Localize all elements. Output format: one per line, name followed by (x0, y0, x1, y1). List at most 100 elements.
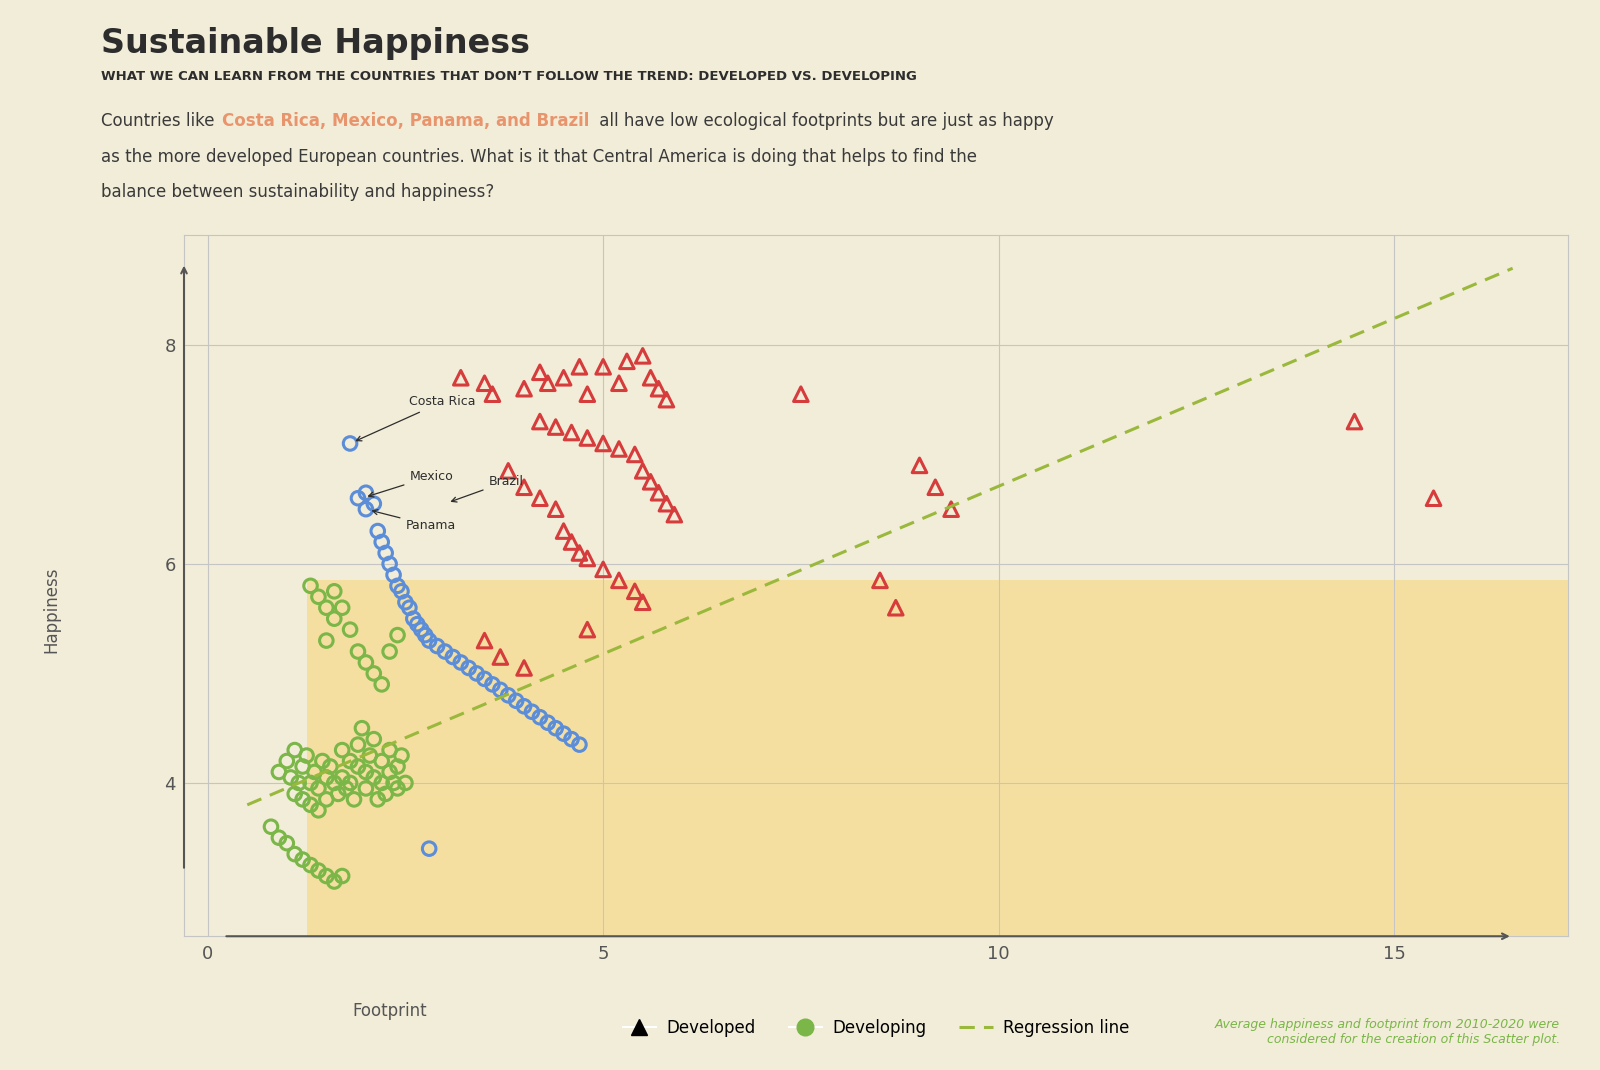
Point (654, 495, 680, 513)
Point (938, 501, 963, 518)
Point (370, 775, 395, 792)
Point (373, 545, 398, 562)
Point (534, 714, 560, 731)
Point (405, 615, 430, 632)
Point (354, 780, 379, 797)
Point (346, 736, 371, 753)
Point (362, 664, 387, 682)
Point (518, 703, 544, 720)
Point (400, 610, 426, 627)
Point (424, 638, 450, 655)
Text: all have low ecological footprints but are just as happy: all have low ecological footprints but a… (594, 112, 1053, 131)
Point (590, 434, 616, 452)
Point (542, 501, 568, 518)
Point (416, 840, 442, 857)
Point (550, 369, 576, 386)
Point (314, 868, 339, 885)
Point (290, 791, 315, 808)
Point (362, 731, 387, 748)
Point (566, 358, 592, 376)
Point (322, 610, 347, 627)
Point (646, 485, 672, 502)
Point (306, 801, 331, 819)
Point (306, 780, 331, 797)
Point (357, 747, 382, 764)
Point (574, 621, 600, 638)
Point (472, 670, 498, 687)
Point (883, 599, 909, 616)
Point (325, 785, 350, 802)
Text: Sustainable Happiness: Sustainable Happiness (101, 27, 530, 60)
Point (448, 369, 474, 386)
Point (314, 632, 339, 649)
Point (322, 873, 347, 890)
Text: balance between sustainability and happiness?: balance between sustainability and happi… (101, 183, 494, 201)
Point (362, 495, 387, 513)
Point (614, 353, 640, 370)
Point (789, 385, 814, 402)
Point (341, 791, 366, 808)
Point (274, 752, 299, 769)
Point (354, 763, 379, 780)
Point (354, 501, 379, 518)
Text: Footprint: Footprint (352, 1003, 427, 1020)
Point (558, 534, 584, 551)
Point (432, 643, 458, 660)
Point (512, 698, 538, 715)
Point (504, 692, 530, 709)
Point (907, 457, 933, 474)
Point (346, 490, 371, 507)
Point (867, 571, 893, 588)
Point (464, 664, 490, 682)
Point (298, 796, 323, 813)
Text: as the more developed European countries. What is it that Central America is doi: as the more developed European countries… (101, 148, 976, 166)
Point (440, 648, 466, 666)
Point (622, 446, 648, 463)
Point (472, 632, 498, 649)
Legend: Developed, Developing, Regression line: Developed, Developing, Regression line (616, 1012, 1136, 1043)
Point (488, 648, 514, 666)
Point (566, 545, 592, 562)
Point (512, 380, 538, 397)
Point (365, 522, 390, 539)
Point (496, 462, 522, 479)
Point (278, 769, 304, 786)
Point (378, 555, 403, 572)
Point (630, 462, 656, 479)
Text: Panama: Panama (373, 509, 456, 532)
Point (397, 599, 422, 616)
Text: Countries like: Countries like (101, 112, 219, 131)
Point (381, 566, 406, 583)
Point (370, 752, 395, 769)
Point (317, 758, 342, 775)
Point (298, 578, 323, 595)
Point (558, 731, 584, 748)
Point (290, 758, 315, 775)
Point (338, 752, 363, 769)
Point (314, 599, 339, 616)
Point (526, 364, 552, 381)
Point (349, 720, 374, 737)
Point (365, 791, 390, 808)
Point (392, 775, 418, 792)
Point (408, 621, 434, 638)
Point (346, 758, 371, 775)
Point (378, 742, 403, 759)
Point (389, 583, 414, 600)
Point (384, 758, 410, 775)
Point (282, 785, 307, 802)
Point (606, 571, 632, 588)
Point (542, 418, 568, 435)
Point (274, 835, 299, 852)
Point (258, 819, 283, 836)
Point (333, 780, 358, 797)
Point (638, 369, 664, 386)
Point (542, 720, 568, 737)
Point (630, 594, 656, 611)
Point (384, 780, 410, 797)
Text: WHAT WE CAN LEARN FROM THE COUNTRIES THAT DON’T FOLLOW THE TREND: DEVELOPED VS. : WHAT WE CAN LEARN FROM THE COUNTRIES THA… (101, 70, 917, 82)
Point (282, 742, 307, 759)
Point (622, 583, 648, 600)
Point (384, 627, 410, 644)
Point (590, 561, 616, 578)
